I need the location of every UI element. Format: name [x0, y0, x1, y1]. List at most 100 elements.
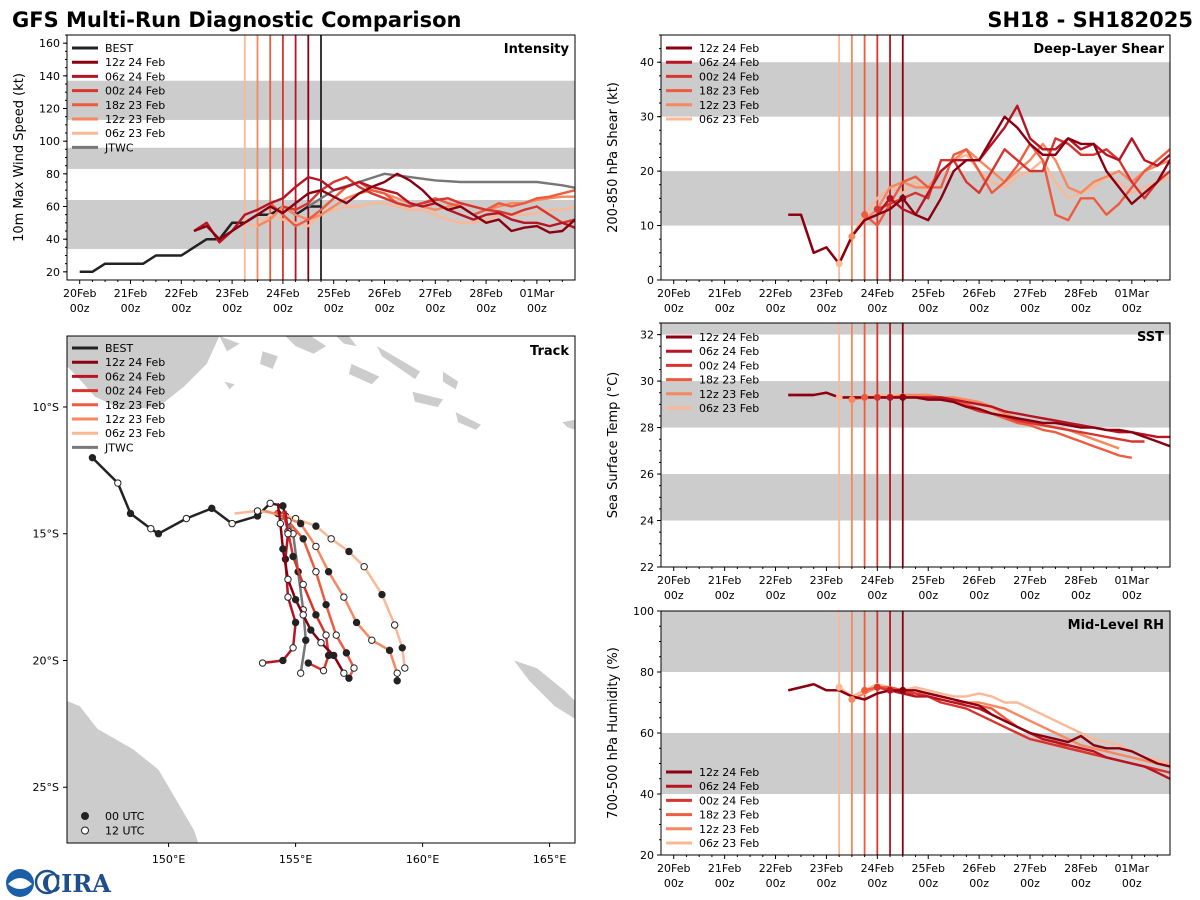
shear-xtick-label: 27Feb	[1013, 287, 1046, 300]
intensity-xtick-label: 00z	[375, 302, 395, 315]
shear-init-marker-06z-23-feb	[835, 260, 843, 268]
rh-band	[661, 733, 1170, 794]
rh-xtick-label: 00z	[766, 877, 786, 890]
sst-legend-label-06z-24-feb: 06z 24 Feb	[699, 345, 759, 358]
track-point-12z-24-feb	[299, 611, 307, 619]
track-legend-label-12z-24-feb: 12z 24 Feb	[105, 356, 165, 369]
track-legend-label-06z-24-feb: 06z 24 Feb	[105, 370, 165, 383]
shear-xtick-label: 00z	[715, 302, 735, 315]
track-point-12z-23-feb	[296, 519, 305, 528]
sst-xtick-label: 00z	[1071, 589, 1091, 602]
track-point-00z-24-feb	[289, 552, 297, 561]
shear-xtick-label: 22Feb	[759, 287, 792, 300]
shear-band	[661, 62, 1170, 117]
sst-legend-label-18z-23-feb: 18z 23 Feb	[699, 374, 759, 387]
track-point-00z-24-feb	[304, 659, 312, 667]
shear-panel-title: Deep-Layer Shear	[1033, 42, 1164, 57]
track-point-06z-23-feb	[327, 535, 335, 543]
intensity-ytick-label: 80	[46, 168, 60, 181]
rh-band	[661, 611, 1170, 672]
track-point-00z-24-feb	[312, 611, 320, 619]
track-line-best	[91, 456, 287, 535]
sst-init-marker-06z-23-feb	[835, 393, 843, 401]
intensity-series-18z-23-feb	[269, 180, 575, 228]
shear-xtick-label: 00z	[918, 302, 938, 315]
intensity-xtick-label: 00z	[121, 302, 141, 315]
shear-legend-label-12z-23-feb: 12z 23 Feb	[699, 99, 759, 112]
rh-legend-label-06z-23-feb: 06z 23 Feb	[699, 837, 759, 850]
track-lon-label: 160°E	[406, 853, 439, 866]
shear-xtick-label: 00z	[1020, 302, 1040, 315]
intensity-ytick-label: 40	[46, 233, 60, 246]
rh-xtick-label: 25Feb	[911, 862, 944, 875]
track-point-00z-24-feb	[299, 580, 307, 589]
sst-xtick-label: 00z	[867, 589, 887, 602]
rh-ytick-label: 40	[640, 788, 654, 801]
sst-xtick-label: 22Feb	[759, 574, 792, 587]
noaa-bird-icon	[8, 878, 32, 889]
intensity-legend-label-06z-23-feb: 06z 23 Feb	[105, 127, 165, 140]
new-caledonia-landmass	[514, 660, 575, 719]
sst-xtick-label: 23Feb	[810, 574, 843, 587]
intensity-xtick-label: 28Feb	[469, 287, 502, 300]
shear-xtick-label: 26Feb	[962, 287, 995, 300]
track-point-18z-23-feb	[332, 631, 340, 639]
rh-plot-area	[661, 611, 1170, 855]
island-guadalcanal	[412, 391, 443, 407]
intensity-xtick-label: 00z	[171, 302, 191, 315]
sst-legend-label-06z-23-feb: 06z 23 Feb	[699, 402, 759, 415]
sst-xtick-label: 00z	[918, 589, 938, 602]
track-point-12z-24-feb	[279, 545, 287, 553]
track-point-12z-24-feb	[291, 595, 300, 604]
sst-init-marker-18z-23-feb	[861, 393, 869, 401]
sst-xtick-label: 26Feb	[962, 574, 995, 587]
intensity-ytick-label: 60	[46, 201, 60, 214]
island-santa-isabel	[376, 346, 421, 380]
track-point-best	[114, 479, 122, 487]
track-point-12z-23-feb	[368, 636, 376, 644]
track-point-jtwc	[302, 636, 310, 644]
rh-init-marker-12z-24-feb	[899, 686, 907, 694]
sst-xtick-label: 00z	[766, 589, 786, 602]
cira-logo: CIRA	[42, 869, 111, 898]
shear-xtick-label: 01Mar	[1114, 287, 1149, 300]
track-point-06z-24-feb	[284, 593, 292, 601]
rh-xtick-label: 00z	[867, 877, 887, 890]
track-legend-label-00z-24-feb: 00z 24 Feb	[105, 385, 165, 398]
rh-xtick-label: 00z	[1071, 877, 1091, 890]
shear-xtick-label: 00z	[969, 302, 989, 315]
track-point-best	[182, 514, 191, 523]
sst-ytick-label: 28	[640, 422, 654, 435]
intensity-legend-label-12z-23-feb: 12z 23 Feb	[105, 113, 165, 126]
track-panel-title: Track	[530, 344, 569, 359]
track-point-12z-23-feb	[393, 669, 401, 677]
track-point-06z-23-feb	[253, 507, 262, 515]
track-point-18z-23-feb	[312, 568, 320, 576]
track-point-00z-24-feb	[322, 631, 330, 639]
sst-xtick-label: 25Feb	[911, 574, 944, 587]
shear-xtick-label: 00z	[867, 302, 887, 315]
rh-xtick-label: 28Feb	[1064, 862, 1097, 875]
rh-xtick-label: 00z	[664, 877, 684, 890]
intensity-legend-label-jtwc: JTWC	[104, 141, 134, 154]
track-point-12z-24-feb	[284, 575, 292, 584]
track-point-06z-23-feb	[360, 562, 368, 571]
shear-xtick-label: 21Feb	[708, 287, 741, 300]
intensity-series-06z-23-feb	[244, 201, 575, 228]
track-point-jtwc	[296, 669, 305, 677]
shear-ytick-label: 20	[640, 165, 654, 178]
sst-series-12z-24-feb	[788, 391, 1170, 448]
intensity-xtick-label: 23Feb	[215, 287, 248, 300]
track-point-12z-24-feb	[317, 639, 325, 647]
track-marker-legend-label: 12 UTC	[105, 825, 145, 838]
intensity-xtick-label: 20Feb	[63, 287, 96, 300]
track-point-12z-23-feb	[324, 568, 333, 576]
shear-init-marker-18z-23-feb	[861, 211, 869, 219]
track-point-06z-24-feb	[279, 656, 287, 665]
sst-xtick-label: 20Feb	[657, 574, 690, 587]
shear-xtick-label: 20Feb	[657, 287, 690, 300]
intensity-plot-area	[67, 35, 575, 280]
cira-ring-icon	[34, 869, 60, 895]
australia-landmass	[67, 701, 199, 843]
rh-ylabel: 700-500 hPa Humidity (%)	[606, 647, 621, 819]
